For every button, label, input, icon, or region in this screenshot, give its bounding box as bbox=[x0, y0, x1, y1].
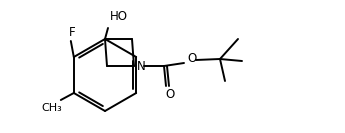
Text: N: N bbox=[137, 61, 145, 74]
Text: CH₃: CH₃ bbox=[41, 103, 62, 113]
Text: HO: HO bbox=[110, 11, 128, 24]
Text: O: O bbox=[165, 88, 175, 101]
Text: O: O bbox=[187, 53, 197, 65]
Text: F: F bbox=[69, 26, 75, 40]
